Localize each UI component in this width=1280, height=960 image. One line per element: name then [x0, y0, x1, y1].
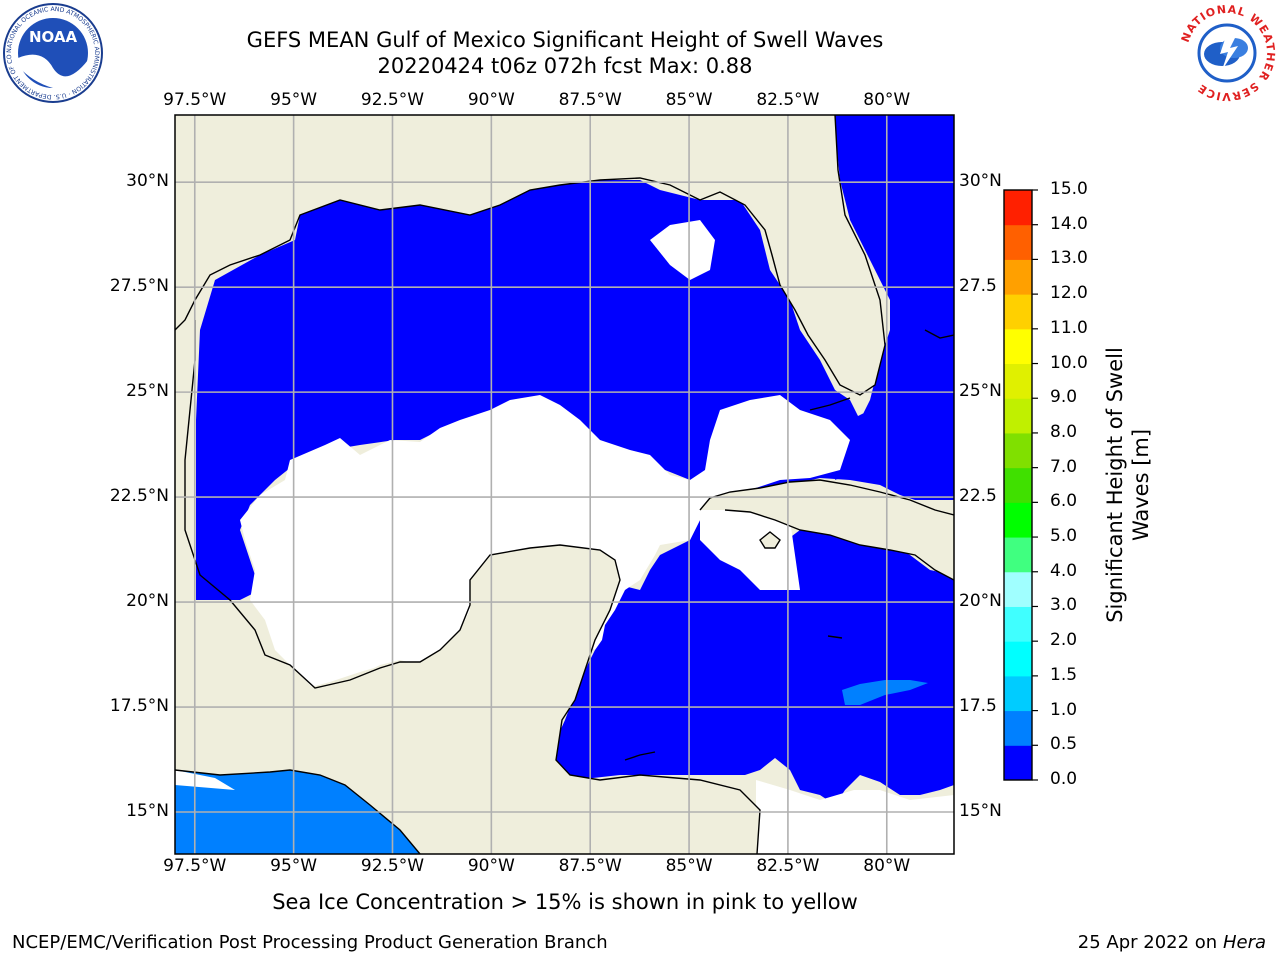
colorbar-segment — [1004, 606, 1032, 642]
footer-host: Hera — [1222, 932, 1266, 953]
lat-tick-label-right: 15°N — [959, 801, 1002, 821]
lon-tick-label: 92.5°W — [360, 856, 425, 876]
colorbar-tick-label: 8.0 — [1050, 421, 1078, 442]
lon-tick-label: 97.5°W — [163, 856, 227, 876]
colorbar-tick-label: 2.0 — [1050, 630, 1078, 651]
colorbar-tick-label: 5.0 — [1050, 526, 1078, 547]
cuba-land — [700, 480, 954, 580]
colorbar-segment — [1004, 224, 1032, 260]
colorbar-segment — [1004, 641, 1032, 677]
lon-tick-label: 80°W — [863, 856, 911, 876]
lat-tick-label-left: 17.5°N — [109, 696, 169, 717]
lat-tick-label-right: 27.5 — [959, 276, 997, 297]
colorbar — [1003, 189, 1038, 781]
lon-tick-label: 87.5°W — [558, 90, 622, 110]
colorbar-tick-label: 3.0 — [1050, 595, 1078, 616]
lat-tick-label-right: 25°N — [959, 381, 1002, 402]
chart-subtitle: 20220424 t06z 072h fcst Max: 0.88 — [377, 54, 753, 78]
lat-tick-label-left: 22.5°N — [109, 486, 169, 507]
colorbar-tick-label: 9.0 — [1050, 387, 1078, 408]
colorbar-segment — [1004, 675, 1032, 712]
lat-tick-label-right: 22.5 — [959, 486, 997, 507]
colorbar-tick-label: 11.0 — [1050, 317, 1088, 338]
nws-logo: NATIONAL WEATHER SERVICE — [1179, 3, 1277, 103]
colorbar-title: Significant Height of Swell Waves [m] — [1103, 347, 1153, 623]
caribbean-lightblue-patch — [842, 680, 928, 705]
colorbar-tick-label: 14.0 — [1050, 213, 1088, 234]
lat-tick-label-left: 20°N — [126, 591, 169, 612]
us-gulf-coast-land — [175, 115, 885, 395]
colorbar-tick-label: 10.0 — [1050, 352, 1088, 373]
colorbar-segment — [1004, 328, 1032, 365]
coastlines — [175, 115, 954, 854]
lon-tick-label: 82.5°W — [756, 90, 820, 110]
colorbar-segment — [1004, 710, 1032, 746]
colorbar-segment — [1004, 571, 1032, 607]
lon-tick-label: 90°W — [467, 90, 515, 110]
lon-tick-label: 97.5°W — [163, 90, 227, 110]
colorbar-tick-label: 1.0 — [1050, 699, 1078, 720]
colorbar-tick-label: 6.0 — [1050, 491, 1078, 512]
lon-tick-label: 87.5°W — [558, 856, 622, 876]
map-frame — [174, 114, 955, 855]
colorbar-tick-label: 7.0 — [1050, 456, 1078, 477]
noaa-logo: NATIONAL OCEANIC AND ATMOSPHERIC ADMINIS… — [2, 2, 103, 103]
svg-text:NOAA: NOAA — [29, 28, 78, 46]
colorbar-tick-label: 15.0 — [1050, 179, 1088, 199]
colorbar-segment — [1004, 745, 1032, 781]
lat-tick-label-right: 20°N — [959, 591, 1002, 612]
lon-tick-label: 85°W — [665, 856, 713, 876]
gulf-white-patch — [650, 220, 715, 280]
lat-tick-label-left: 25°N — [126, 381, 169, 402]
colorbar-tick-label: 4.0 — [1050, 560, 1078, 581]
footer-credit: NCEP/EMC/Verification Post Processing Pr… — [12, 932, 608, 953]
lon-tick-label: 90°W — [467, 856, 515, 876]
colorbar-tick-label: 12.0 — [1050, 283, 1088, 304]
colorbar-tick-label: 0.0 — [1050, 769, 1078, 789]
lat-tick-label-left: 30°N — [126, 171, 169, 192]
colorbar-segment — [1004, 502, 1032, 538]
colorbar-tick-label: 13.0 — [1050, 248, 1088, 269]
lat-tick-label-right: 30°N — [959, 171, 1002, 192]
colorbar-tick-label: 1.5 — [1050, 664, 1078, 685]
colorbar-segment — [1004, 467, 1032, 503]
gridlines — [175, 115, 954, 854]
colorbar-segment — [1004, 294, 1032, 330]
lon-tick-label: 95°W — [270, 90, 318, 110]
colorbar-segment — [1004, 363, 1032, 399]
colorbar-frame — [1003, 189, 1033, 781]
lon-tick-label: 80°W — [863, 90, 911, 110]
colorbar-segment — [1004, 190, 1032, 226]
lon-tick-label: 92.5°W — [360, 90, 425, 110]
colorbar-segment — [1004, 259, 1032, 295]
pacific-white-edge — [175, 770, 235, 790]
caribbean-white-south — [756, 780, 954, 854]
lat-tick-label-right: 17.5 — [959, 696, 997, 717]
sea-ice-note: Sea Ice Concentration > 15% is shown in … — [272, 890, 858, 914]
chart-title: GEFS MEAN Gulf of Mexico Significant Hei… — [246, 28, 884, 52]
footer-date: 25 Apr 2022 on Hera — [1077, 932, 1266, 953]
lon-tick-label: 85°W — [665, 90, 713, 110]
lon-tick-label: 82.5°W — [756, 856, 820, 876]
colorbar-segment — [1004, 537, 1032, 573]
lon-tick-label: 95°W — [270, 856, 318, 876]
caribbean-white-patch — [700, 500, 800, 590]
colorbar-segment — [1004, 432, 1032, 469]
mexico-southern-land — [290, 545, 760, 854]
lat-tick-label-left: 15°N — [126, 801, 169, 821]
colorbar-segment — [1004, 398, 1032, 434]
colorbar-tick-label: 0.5 — [1050, 734, 1078, 755]
lat-tick-label-left: 27.5°N — [109, 276, 169, 297]
